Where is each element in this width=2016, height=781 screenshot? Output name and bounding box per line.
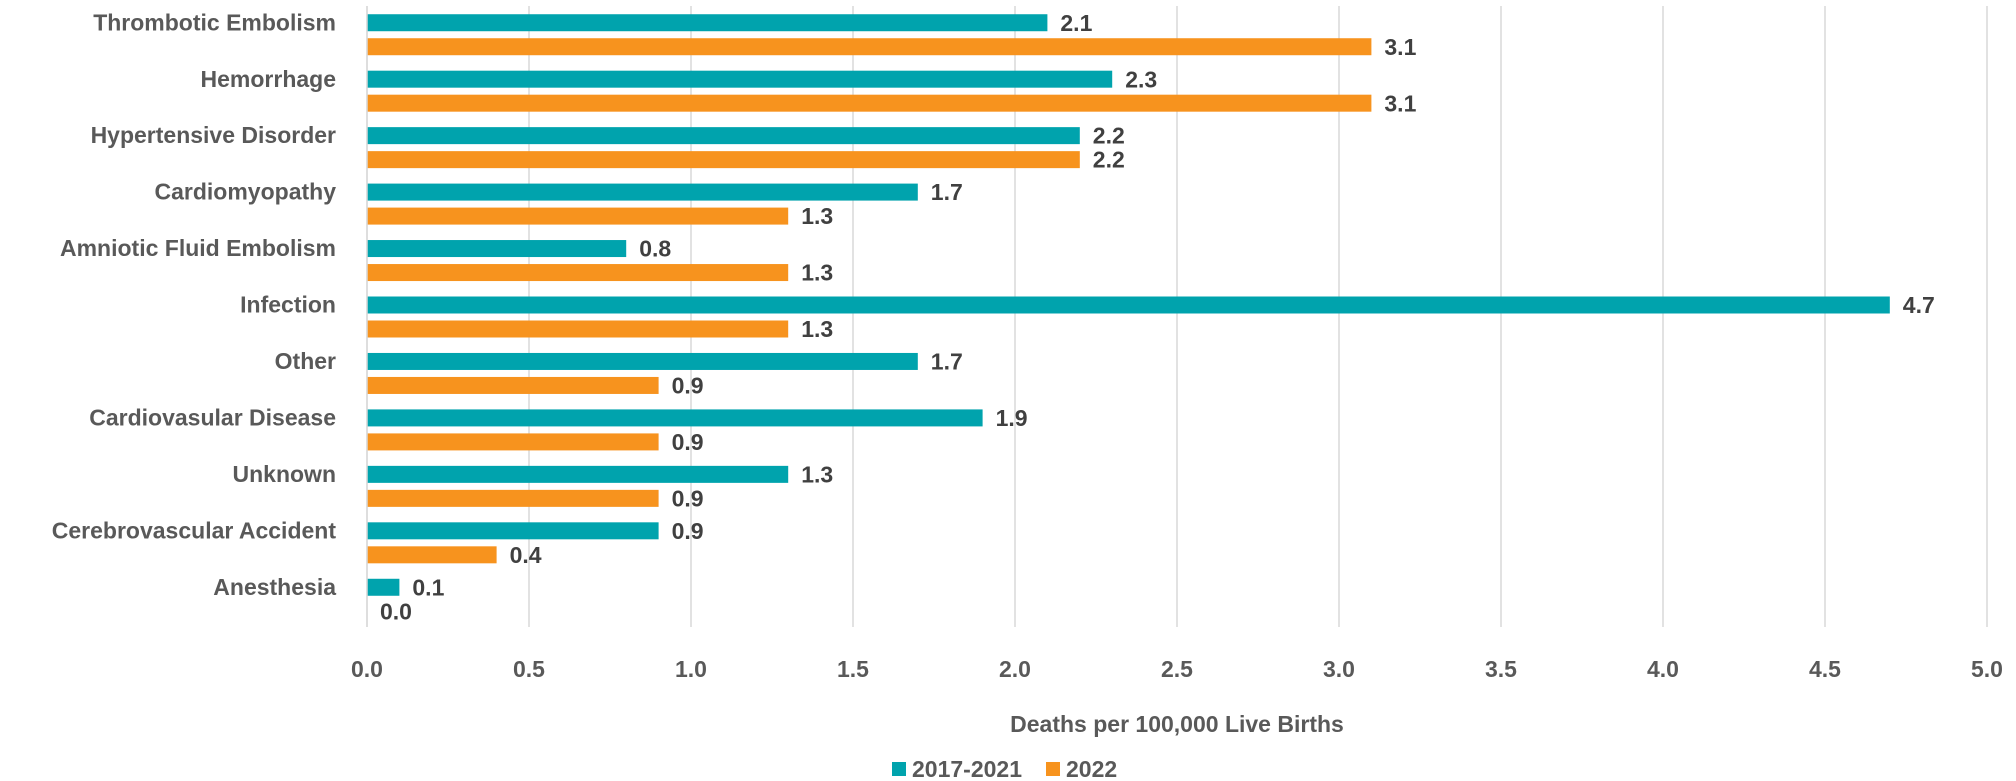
bar	[367, 38, 1372, 56]
bar	[367, 207, 789, 225]
bar	[367, 546, 497, 564]
legend-label: 2022	[1066, 756, 1117, 781]
bar	[367, 489, 659, 507]
data-label: 0.1	[412, 574, 444, 600]
data-label: 0.9	[672, 429, 704, 455]
data-label: 2.2	[1093, 147, 1125, 173]
y-tick-label: Thrombotic Embolism	[93, 9, 336, 35]
y-tick-label: Amniotic Fluid Embolism	[60, 235, 336, 261]
data-label: 2.3	[1125, 66, 1157, 92]
data-label: 1.3	[801, 316, 833, 342]
data-label: 1.3	[801, 461, 833, 487]
data-label: 2.1	[1060, 10, 1092, 36]
data-label: 0.4	[510, 542, 542, 568]
bar	[367, 409, 983, 427]
y-tick-label: Infection	[240, 292, 336, 318]
bar	[367, 465, 789, 483]
bar	[367, 433, 659, 451]
legend-swatch	[892, 762, 906, 776]
bar	[367, 578, 400, 596]
bar	[367, 70, 1113, 88]
x-tick-label: 2.0	[999, 656, 1031, 682]
x-axis-title: Deaths per 100,000 Live Births	[1010, 711, 1344, 737]
bar	[367, 151, 1080, 169]
y-tick-label: Hemorrhage	[201, 66, 336, 92]
x-tick-label: 4.0	[1647, 656, 1679, 682]
bar	[367, 522, 659, 540]
bar	[367, 376, 659, 394]
x-tick-label: 3.5	[1485, 656, 1517, 682]
x-tick-label: 3.0	[1323, 656, 1355, 682]
data-label: 0.9	[672, 485, 704, 511]
x-tick-label: 5.0	[1971, 656, 2003, 682]
legend-swatch	[1046, 762, 1060, 776]
bar	[367, 352, 918, 370]
data-label: 1.3	[801, 203, 833, 229]
y-tick-label: Other	[275, 348, 336, 374]
data-label: 1.7	[931, 179, 963, 205]
y-tick-label: Cardiovasular Disease	[89, 404, 336, 430]
data-label: 3.1	[1384, 34, 1416, 60]
bar	[367, 240, 627, 258]
x-tick-label: 0.0	[351, 656, 383, 682]
data-label: 0.9	[672, 373, 704, 399]
x-tick-label: 4.5	[1809, 656, 1841, 682]
bar	[367, 183, 918, 201]
legend-label: 2017-2021	[912, 756, 1022, 781]
data-label: 0.9	[672, 518, 704, 544]
y-tick-label: Unknown	[233, 461, 337, 487]
y-tick-label: Anesthesia	[213, 574, 336, 600]
data-label: 4.7	[1903, 292, 1935, 318]
bar	[367, 296, 1890, 314]
x-tick-label: 1.5	[837, 656, 869, 682]
data-label: 0.8	[639, 236, 671, 262]
y-tick-label: Cerebrovascular Accident	[52, 517, 337, 543]
data-label: 1.9	[996, 405, 1028, 431]
x-tick-label: 0.5	[513, 656, 545, 682]
y-tick-label: Hypertensive Disorder	[91, 122, 336, 148]
bar	[367, 264, 789, 282]
x-tick-label: 1.0	[675, 656, 707, 682]
bar	[367, 94, 1372, 112]
bar	[367, 127, 1080, 145]
bar	[367, 320, 789, 338]
x-tick-label: 2.5	[1161, 656, 1193, 682]
data-label: 1.7	[931, 349, 963, 375]
y-tick-label: Cardiomyopathy	[155, 179, 337, 205]
data-label: 2.2	[1093, 123, 1125, 149]
data-label: 0.0	[380, 598, 412, 624]
data-label: 3.1	[1384, 90, 1416, 116]
bar	[367, 14, 1048, 32]
data-label: 1.3	[801, 260, 833, 286]
